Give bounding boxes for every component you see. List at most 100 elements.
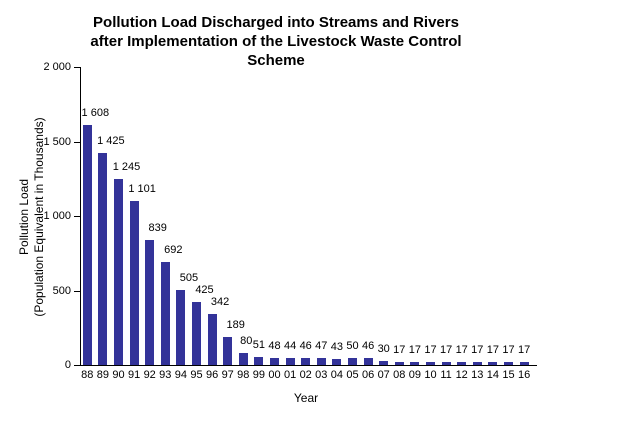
y-axis-tick-label: 1 000	[43, 210, 71, 222]
bar-data-label: 425	[195, 283, 214, 296]
bar	[129, 200, 139, 365]
bar-data-label: 17	[517, 344, 531, 357]
bar-data-label: 189	[226, 318, 245, 331]
y-axis-tick	[74, 365, 80, 366]
bar	[270, 357, 279, 365]
bar-data-label: 80	[240, 335, 253, 348]
x-axis-category-label: 12	[455, 369, 468, 381]
chart-title-line3: Scheme	[247, 52, 305, 69]
x-axis-category-label: 04	[330, 369, 344, 381]
x-axis-category-label: 97	[221, 369, 234, 381]
bar	[160, 261, 170, 365]
x-axis-category-label: 06	[361, 369, 375, 381]
bar	[114, 179, 123, 365]
bar-data-label: 505	[179, 271, 199, 284]
bar-data-label: 342	[210, 296, 230, 309]
x-axis-category-label: 11	[440, 369, 452, 381]
bar	[176, 289, 186, 365]
bar	[254, 357, 264, 365]
y-axis-tick	[74, 141, 80, 143]
x-axis-category-label: 96	[205, 369, 219, 381]
bar-data-label: 839	[148, 221, 167, 234]
x-axis-category-label: 13	[471, 369, 484, 381]
bar-data-label: 17	[408, 344, 422, 357]
bar	[207, 314, 217, 365]
x-axis-line	[74, 365, 537, 366]
bar-data-label: 43	[330, 340, 344, 353]
bar	[504, 362, 513, 365]
bar-data-label: 1 101	[128, 182, 156, 195]
y-axis-line	[80, 67, 81, 365]
x-axis-title: Year	[293, 391, 319, 405]
bar-data-label: 46	[361, 340, 375, 353]
x-axis-category-label: 09	[408, 369, 422, 381]
y-axis-tick	[74, 67, 80, 68]
y-axis-tick-label: 0	[64, 359, 71, 371]
x-axis-category-label: 90	[112, 369, 125, 381]
bar-data-label: 17	[471, 344, 484, 357]
bar	[145, 239, 155, 365]
bar	[379, 360, 389, 365]
bar	[301, 358, 311, 365]
x-axis-category-label: 16	[517, 369, 531, 381]
bar-data-label: 17	[424, 344, 437, 357]
y-axis-tick-label: 1 500	[43, 135, 71, 148]
x-axis-category-label: 99	[252, 369, 266, 381]
bar	[82, 125, 92, 365]
x-axis-category-label: 94	[174, 369, 188, 381]
bar-data-label: 692	[164, 243, 183, 256]
bar	[285, 358, 295, 365]
bar	[98, 152, 108, 365]
bar	[472, 362, 482, 365]
x-axis-category-label: 07	[377, 369, 390, 381]
bar	[332, 358, 342, 365]
y-axis-tick-label: 500	[52, 284, 71, 297]
x-axis-category-label: 95	[190, 369, 203, 381]
bar-data-label: 51	[252, 339, 266, 352]
x-axis-category-label: 88	[81, 369, 94, 381]
bar	[238, 353, 248, 365]
x-axis-category-label: 14	[486, 369, 500, 381]
x-axis-category-label: 92	[143, 369, 156, 381]
bar	[348, 357, 357, 365]
chart-title: Pollution Load Discharged into Streams a…	[56, 13, 496, 70]
x-axis-category-label: 15	[502, 369, 515, 381]
chart-title-line2: after Implementation of the Livestock Wa…	[90, 33, 462, 50]
bar-data-label: 50	[346, 339, 359, 352]
y-axis-tick	[74, 216, 80, 217]
y-axis-tick	[74, 290, 80, 292]
bar-data-label: 30	[377, 342, 390, 355]
bar-data-label: 48	[268, 339, 281, 352]
bar	[488, 362, 498, 365]
bar-data-label: 46	[299, 340, 312, 353]
bar	[457, 362, 467, 365]
x-axis-category-label: 91	[127, 369, 141, 381]
bar-data-label: 1 425	[97, 134, 125, 147]
bar	[223, 336, 233, 365]
bar	[363, 358, 373, 365]
bar-data-label: 17	[393, 344, 406, 357]
bar-data-label: 1 608	[81, 107, 110, 120]
x-axis-category-label: 01	[283, 369, 297, 381]
x-axis-category-label: 05	[346, 369, 359, 381]
bar	[410, 362, 420, 365]
bar	[426, 362, 435, 365]
bar	[192, 301, 201, 365]
bar-data-label: 17	[455, 344, 468, 357]
x-axis-category-label: 10	[424, 369, 437, 381]
bar	[519, 362, 529, 365]
x-axis-category-label: 02	[299, 369, 312, 381]
x-axis-category-label: 98	[237, 369, 250, 381]
bar	[441, 362, 451, 365]
y-axis-tick-label: 2 000	[43, 61, 71, 73]
bar-data-label: 44	[283, 340, 297, 353]
bar-data-label: 17	[439, 344, 453, 357]
bar-data-label: 17	[486, 344, 500, 357]
x-axis-category-label: 93	[159, 369, 172, 381]
bar-data-label: 1 245	[112, 161, 141, 174]
bar-data-label: 17	[502, 344, 515, 357]
bar-data-label: 47	[315, 339, 328, 352]
bar	[394, 362, 404, 365]
x-axis-category-label: 08	[393, 369, 406, 381]
